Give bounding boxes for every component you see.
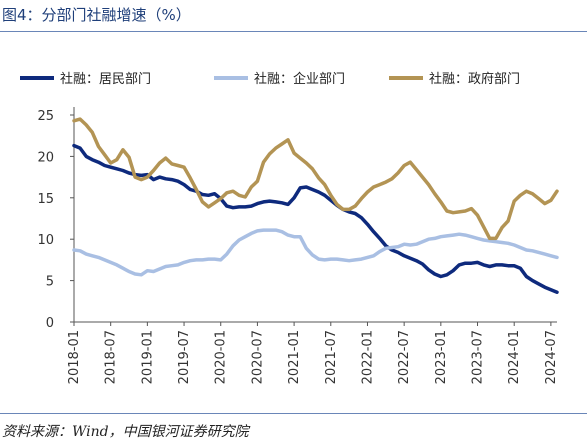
source-note: 资料来源：Wind，中国银河证券研究院 <box>2 424 249 440</box>
series-line <box>72 143 559 294</box>
series-line <box>72 117 559 241</box>
chart-legend: 社融：居民部门 社融：企业部门 社融：政府部门 <box>20 71 520 87</box>
legend-label: 社融：政府部门 <box>429 71 520 87</box>
x-tick-label: 2023-01 <box>434 330 449 384</box>
chart-title: 图4：分部门社融增速（%） <box>2 6 191 24</box>
x-tick-label: 2024-07 <box>544 330 559 384</box>
x-tick-label: 2024-01 <box>507 330 522 384</box>
x-tick-label: 2019-07 <box>177 330 192 384</box>
legend-label: 社融：居民部门 <box>60 71 151 87</box>
x-tick-label: 2020-07 <box>250 330 265 384</box>
x-tick-label: 2018-01 <box>67 330 82 384</box>
legend-label: 社融：企业部门 <box>254 71 345 87</box>
x-tick-label: 2020-01 <box>214 330 229 384</box>
series-line <box>72 228 559 277</box>
x-tick-label: 2021-07 <box>324 330 339 384</box>
chart-lines <box>72 117 559 294</box>
x-tick-label: 2021-01 <box>287 330 302 384</box>
y-tick-label: 0 <box>46 316 54 331</box>
y-tick-label: 5 <box>46 275 54 290</box>
x-tick-label: 2022-01 <box>360 330 375 384</box>
y-tick-label: 20 <box>37 150 54 165</box>
title-divider <box>0 31 587 32</box>
x-tick-label: 2022-07 <box>397 330 412 384</box>
x-tick-label: 2023-07 <box>471 330 486 384</box>
line-chart: 社融：居民部门 社融：企业部门 社融：政府部门 0 5 10 15 20 25 2018-01 2… <box>20 71 559 384</box>
y-tick-label: 15 <box>37 192 54 207</box>
chart-axes: 0 5 10 15 20 25 2018-01 2018-07 2019-01 2019-07 20… <box>37 107 559 384</box>
x-tick-label: 2018-07 <box>104 330 119 384</box>
x-tick-label: 2019-01 <box>140 330 155 384</box>
y-tick-label: 10 <box>37 233 54 248</box>
source-divider <box>0 413 587 414</box>
y-tick-label: 25 <box>37 109 54 124</box>
